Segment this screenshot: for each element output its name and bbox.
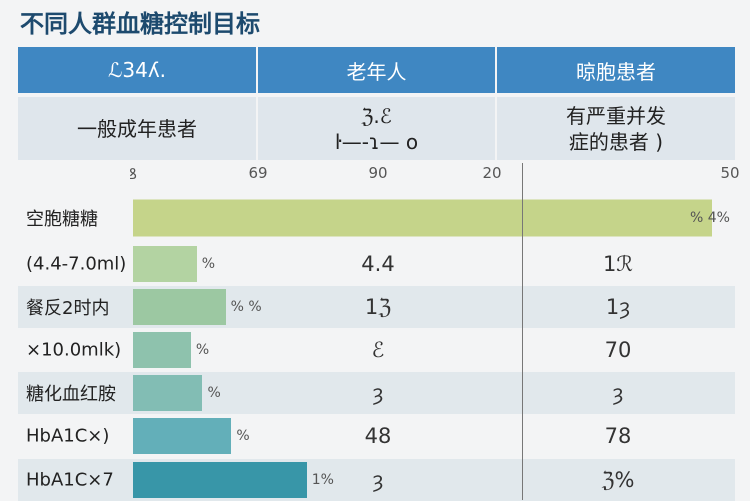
page-title: 不同人群血糖控制目标 — [20, 10, 260, 38]
bar — [133, 375, 203, 411]
bar-percent-label: % — [207, 385, 221, 401]
x-tick-label: 90 — [368, 164, 388, 182]
row-label: 空胞糖糖 — [26, 209, 98, 230]
severe-value: ℨ% — [601, 468, 635, 492]
x-tick-label: 50 — [720, 164, 740, 182]
subheader-text: 有严重并发 — [566, 103, 666, 128]
row-label: (4.4-7.0ml) — [26, 253, 127, 275]
elderly-value: 4.4 — [361, 252, 395, 276]
severe-value: ȝ — [612, 381, 624, 405]
row-label: HbA1C×7 — [26, 469, 114, 491]
bar — [133, 462, 307, 498]
x-tick-label: ꝸ — [129, 165, 137, 183]
row-label: HbA1C×) — [26, 425, 110, 447]
subheader-general: 一般成年患者 — [18, 97, 256, 160]
row-label: 餐反2时内 — [26, 298, 110, 319]
bar-percent-label: 1% — [311, 472, 334, 488]
bar — [133, 246, 197, 282]
bar-percent-label: % — [201, 256, 215, 272]
subheader-text: 症的患者 ) — [568, 129, 664, 154]
elderly-value: ȝ — [372, 381, 384, 405]
header-general: ℒ34ʎ. — [18, 47, 256, 93]
subheader-elderly: ℨ.ℰ ŀ—-ɿ— o — [258, 97, 495, 160]
elderly-value: ȝ — [372, 468, 384, 492]
subheader-text: 一般成年患者 — [77, 116, 197, 141]
elderly-value: ℰ — [371, 338, 385, 362]
row-label: ×10.0mlk) — [26, 339, 122, 361]
bar — [133, 418, 232, 454]
subheader-severe: 有严重并发 症的患者 ) — [497, 97, 735, 160]
severe-value: 78 — [604, 424, 632, 448]
divider-line — [522, 163, 523, 500]
elderly-value: 1ℨ — [364, 295, 392, 319]
bar — [133, 332, 191, 368]
x-tick-label: 20 — [482, 164, 502, 182]
severe-value: 1ℛ — [602, 252, 634, 276]
severe-value: 70 — [604, 338, 632, 362]
bar-percent-label: % — [236, 428, 250, 444]
bar-percent-label: % % — [230, 299, 262, 315]
bar-percent-label: % 4% — [690, 210, 730, 226]
header-elderly: 老年人 — [258, 47, 495, 93]
x-tick-label: 69 — [248, 164, 268, 182]
bar — [133, 199, 712, 237]
severe-value: 1ȝ — [605, 295, 631, 319]
header-patients: 晾胞患者 — [497, 47, 735, 93]
bar — [133, 289, 226, 325]
subheader-text: ŀ—-ɿ— o — [334, 129, 419, 154]
bar-percent-label: % — [195, 342, 210, 358]
row-label: 糖化血红胺 — [26, 384, 116, 405]
subheader-text: ℨ.ℰ — [361, 103, 392, 128]
elderly-value: 48 — [364, 424, 392, 448]
